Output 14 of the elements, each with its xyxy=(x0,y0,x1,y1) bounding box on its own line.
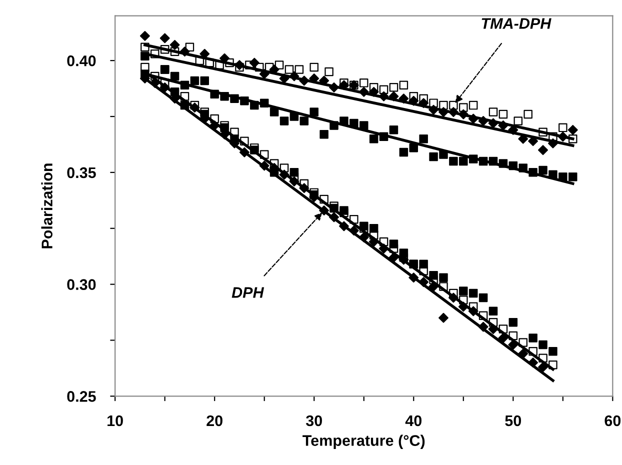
x-tick-label: 60 xyxy=(604,415,621,426)
y-tick-label: 0.35 xyxy=(67,167,96,178)
y-tick-label: 0.25 xyxy=(67,391,96,402)
annotation: TMA-DPH xyxy=(482,18,552,29)
annotation: DPH xyxy=(232,287,264,298)
x-tick-label: 20 xyxy=(206,415,222,426)
y-axis-title: Polarization xyxy=(41,164,52,248)
x-tick-label: 10 xyxy=(108,415,123,426)
x-tick-label: 40 xyxy=(405,415,422,426)
y-tick-label: 0.30 xyxy=(67,279,96,290)
y-tick-label: 0.40 xyxy=(67,55,96,66)
x-tick-label: 50 xyxy=(505,415,522,426)
x-axis-title: Temperature (°C) xyxy=(302,434,425,449)
x-tick-label: 30 xyxy=(306,415,322,426)
